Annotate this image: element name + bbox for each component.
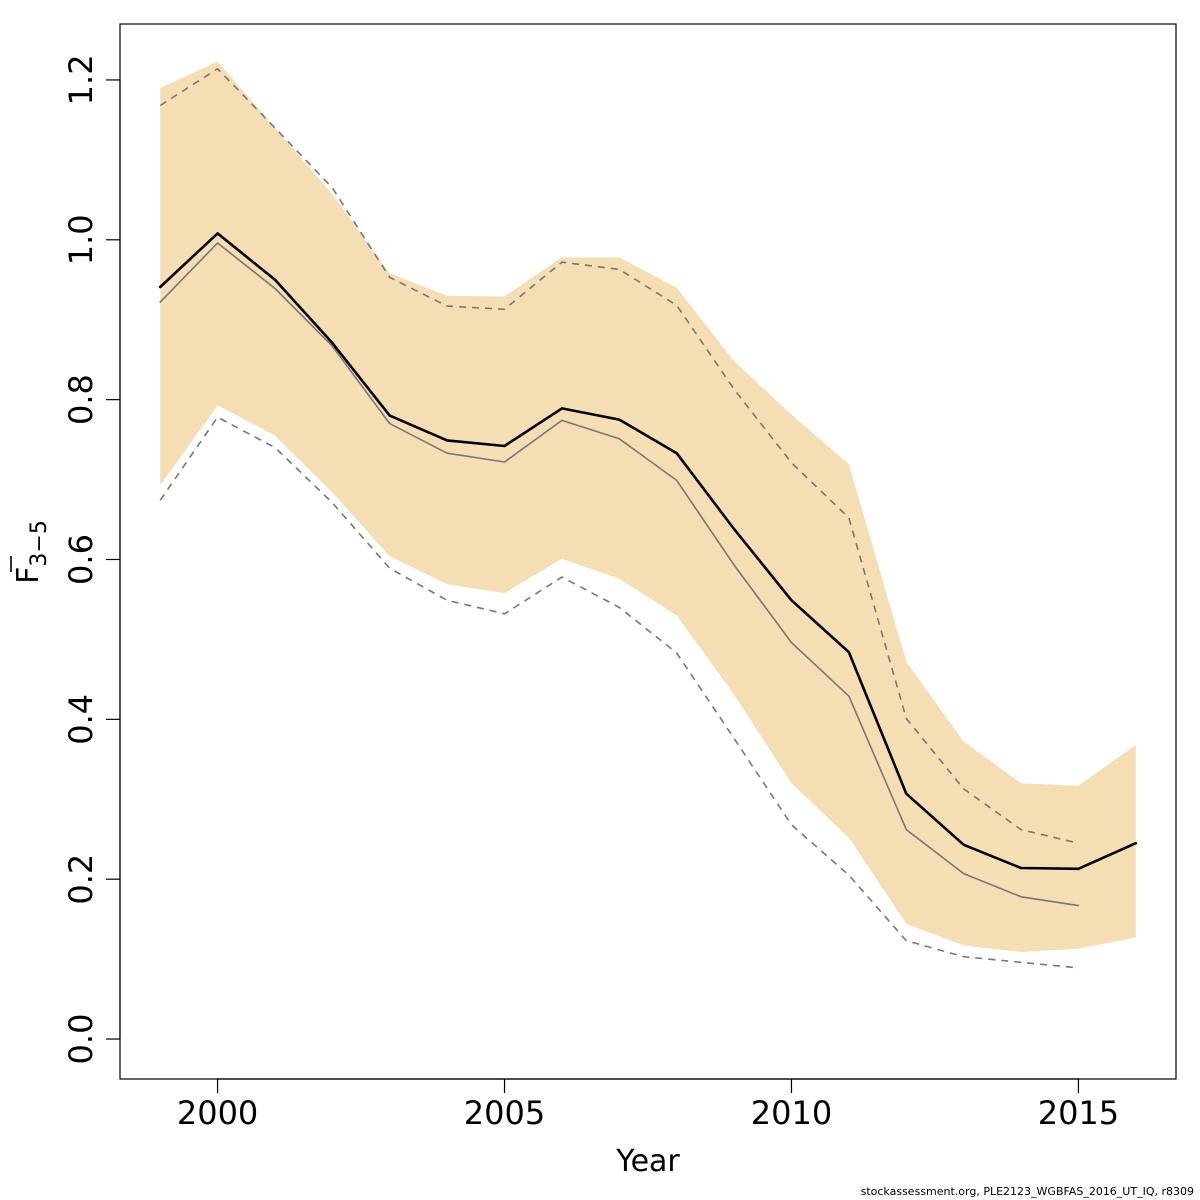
svg-text:F3−5: F3−5 xyxy=(11,520,52,584)
confidence-band xyxy=(160,61,1136,952)
y-tick-label: 0.8 xyxy=(62,374,100,425)
y-tick-label: 1.0 xyxy=(62,214,100,265)
y-tick-label: 1.2 xyxy=(62,54,100,105)
footer-credit: stockassessment.org, PLE2123_WGBFAS_2016… xyxy=(860,1185,1194,1198)
x-axis-label: Year xyxy=(615,1144,680,1179)
y-tick-label: 0.0 xyxy=(62,1014,100,1065)
y-axis-label-subscript: 3−5 xyxy=(27,520,52,566)
y-tick-label: 0.4 xyxy=(62,694,100,745)
previous-upper-line xyxy=(159,68,1079,844)
axes: 2000 2005 2010 2015 0.0 0.2 0.4 0.6 0.8 1.0 1.2 xyxy=(62,54,1119,1132)
y-tick-label: 0.6 xyxy=(62,534,100,585)
previous-estimate-line xyxy=(159,242,1080,907)
x-tick-label: 2015 xyxy=(1038,1094,1119,1132)
previous-lower-line xyxy=(159,416,1079,969)
y-tick-label: 0.2 xyxy=(62,854,100,905)
y-axis-label: F3−5 xyxy=(10,520,52,584)
y-axis-label-main: F xyxy=(11,567,46,584)
x-tick-label: 2000 xyxy=(177,1094,258,1132)
estimate-line xyxy=(158,232,1138,871)
plot-area xyxy=(158,61,1138,969)
x-tick-label: 2005 xyxy=(464,1094,545,1132)
x-tick-label: 2010 xyxy=(751,1094,832,1132)
